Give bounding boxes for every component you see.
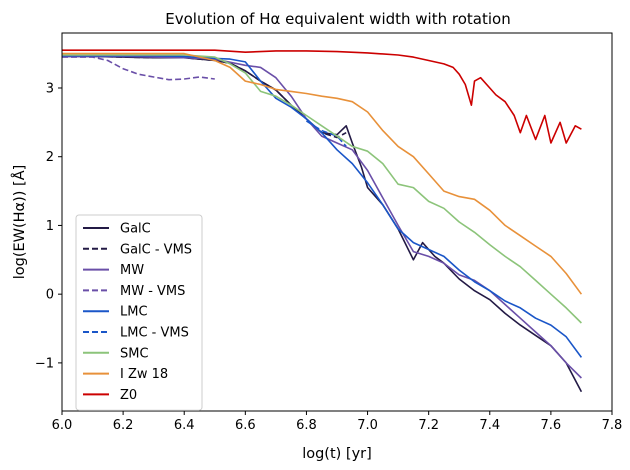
x-tick-label: 6.6 [235,418,256,433]
series-line-5 [305,120,347,147]
legend-label: SMC [120,346,149,361]
series-line-6 [62,54,582,324]
legend-label: LMC [120,305,148,320]
legend-label: Z0 [120,388,137,403]
y-tick-label: 2 [46,150,54,165]
legend-label: LMC - VMS [120,326,189,341]
y-tick-label: 0 [46,288,54,303]
y-axis-title: log(EW(Hα)) [Å] [11,165,28,280]
series-layer [62,49,583,393]
series-line-4 [62,54,583,358]
legend: GalC GalC - VMS MW MW - VMS LMC LMC - VMS SMC I… [75,214,203,411]
y-tick-label: 3 [46,81,54,96]
series-line-1 [62,55,347,139]
x-tick-label: 7.0 [357,418,378,433]
y-tick-label: 1 [46,219,54,234]
legend-label: MW [120,263,144,278]
legend-label: GalC - VMS [120,242,192,257]
x-tick-label: 6.8 [296,418,317,433]
chart-title: Evolution of Hα equivalent width with ro… [165,10,510,28]
series-line-8 [62,49,582,144]
legend-label: MW - VMS [120,284,185,299]
x-tick-label: 6.2 [113,418,134,433]
legend-box [75,214,203,411]
x-tick-label: 7.8 [602,418,623,433]
x-tick-label: 7.6 [541,418,562,433]
legend-label: GalC [120,222,151,237]
y-tick-label: −1 [35,356,54,371]
x-tick-label: 7.4 [479,418,500,433]
plot-frame [61,32,613,412]
series-line-3 [62,56,215,81]
series-line-7 [62,52,583,295]
x-tick-label: 7.2 [418,418,439,433]
x-axis-title: log(t) [yr] [302,446,372,462]
x-axis: 6.0 6.2 6.4 6.6 6.8 7.0 7.2 7.4 7.6 7.8 [52,411,623,433]
x-tick-label: 6.4 [174,418,195,433]
x-tick-label: 6.0 [52,418,73,433]
legend-label: I Zw 18 [120,367,168,382]
y-axis: 3 2 1 0 −1 [35,81,62,371]
